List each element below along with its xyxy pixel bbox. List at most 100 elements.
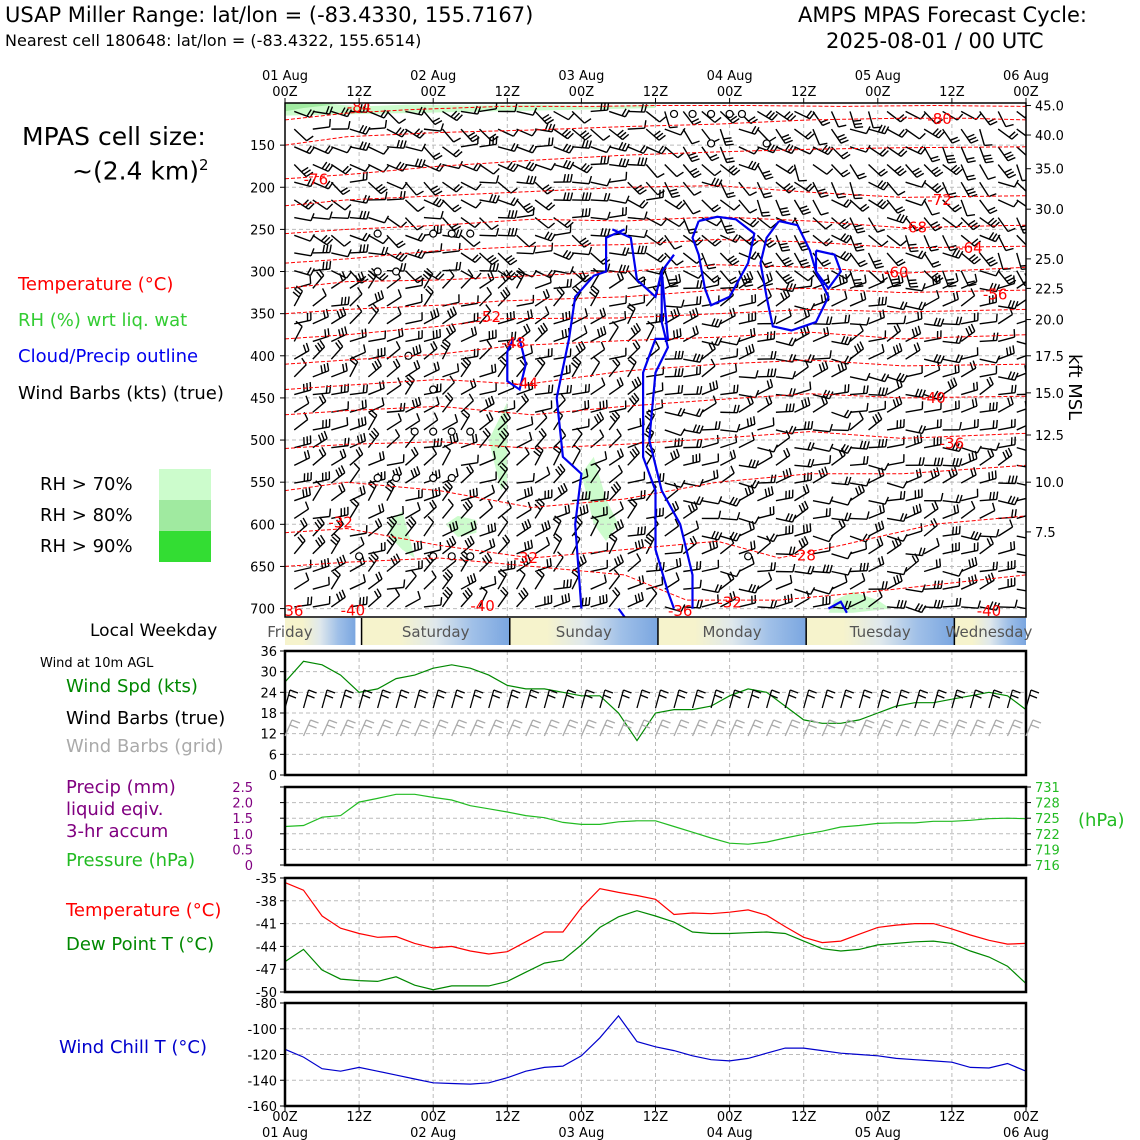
barb-flag bbox=[745, 346, 749, 355]
wind-barb bbox=[664, 234, 683, 250]
barb-flag bbox=[749, 417, 753, 426]
barb-flag bbox=[1032, 311, 1033, 319]
wind-barb bbox=[460, 356, 472, 378]
wind-barb bbox=[868, 180, 890, 191]
wind-barb bbox=[923, 330, 942, 343]
wind-barb bbox=[960, 199, 976, 217]
barb-flag bbox=[1014, 372, 1019, 381]
barb-staff bbox=[868, 303, 886, 307]
wind-barb bbox=[997, 164, 1017, 179]
barb-staff bbox=[654, 689, 662, 709]
temperature-label: -56 bbox=[983, 285, 1008, 303]
barb-flag bbox=[357, 273, 362, 282]
barb-staff bbox=[349, 532, 367, 537]
wind-barb bbox=[479, 500, 494, 519]
barb-flag bbox=[641, 575, 645, 584]
wind-barb bbox=[497, 446, 511, 466]
barb-flag bbox=[306, 267, 312, 275]
barb-flag bbox=[614, 356, 621, 365]
barb-flag bbox=[729, 592, 734, 601]
wind-barb bbox=[794, 420, 814, 431]
barb-staff bbox=[849, 569, 868, 573]
barb-staff bbox=[349, 492, 366, 502]
barb-flag bbox=[403, 402, 406, 411]
barb-flag bbox=[791, 426, 797, 435]
barb-flag bbox=[482, 430, 489, 438]
barb-flag bbox=[1027, 601, 1030, 608]
wind-barb bbox=[701, 510, 722, 520]
barb-flag bbox=[988, 193, 997, 198]
wind-barb bbox=[497, 380, 515, 396]
barb-flag bbox=[727, 573, 732, 582]
wind-barb bbox=[886, 573, 903, 590]
barb-flag bbox=[1022, 179, 1026, 182]
barb-flag bbox=[899, 170, 907, 177]
surface-wind-barb bbox=[451, 689, 465, 709]
wind-barb bbox=[961, 530, 982, 541]
barb-flag bbox=[530, 539, 534, 548]
wind-barb bbox=[534, 348, 553, 360]
surface-wind-barb bbox=[654, 689, 669, 709]
wind-barb bbox=[738, 416, 756, 431]
barb-flag bbox=[308, 689, 317, 694]
barb-flag bbox=[866, 385, 869, 394]
barb-flag bbox=[747, 486, 752, 495]
barb-flag bbox=[321, 446, 327, 455]
wind-barb bbox=[442, 146, 463, 158]
barb-flag bbox=[1028, 364, 1029, 372]
barb-staff bbox=[886, 570, 904, 576]
wind-barb bbox=[664, 328, 682, 343]
barb-flag bbox=[746, 418, 750, 427]
barb-flag bbox=[1033, 585, 1036, 592]
barb-staff bbox=[886, 443, 904, 449]
barb-staff bbox=[979, 199, 991, 214]
barb-flag bbox=[547, 384, 550, 394]
barb-flag bbox=[780, 210, 790, 214]
barb-flag bbox=[541, 410, 548, 419]
calm-wind-circle bbox=[706, 139, 716, 148]
wind-barb bbox=[904, 270, 919, 288]
wind-barb bbox=[553, 278, 573, 290]
barb-flag bbox=[843, 409, 850, 418]
barb-flag bbox=[319, 339, 326, 348]
barb-flag bbox=[656, 237, 664, 244]
barb-flag bbox=[546, 466, 551, 475]
barb-flag bbox=[462, 359, 470, 367]
wind-barb bbox=[923, 467, 940, 484]
barb-flag bbox=[623, 724, 632, 729]
barb-flag bbox=[633, 392, 640, 400]
barb-flag bbox=[413, 467, 418, 476]
barb-flag bbox=[413, 542, 416, 551]
barb-flag bbox=[417, 249, 423, 258]
barb-flag bbox=[967, 177, 976, 181]
barb-flag bbox=[952, 292, 956, 301]
barb-flag bbox=[933, 169, 941, 175]
barb-flag bbox=[453, 137, 461, 143]
barb-staff bbox=[794, 285, 812, 290]
barb-flag bbox=[676, 329, 679, 338]
wind-barb bbox=[645, 110, 667, 123]
barb-flag bbox=[309, 146, 316, 154]
barb-flag bbox=[621, 247, 627, 256]
barb-flag bbox=[856, 343, 862, 352]
wind-barb bbox=[886, 512, 908, 522]
barb-flag bbox=[773, 474, 777, 483]
barb-flag bbox=[399, 403, 403, 412]
barb-staff bbox=[960, 146, 969, 163]
barb-flag bbox=[988, 472, 991, 481]
barb-flag bbox=[629, 356, 637, 363]
barb-staff bbox=[691, 719, 701, 737]
barb-flag bbox=[485, 414, 491, 422]
barb-flag bbox=[958, 335, 963, 344]
barb-flag bbox=[712, 395, 717, 404]
barb-flag bbox=[416, 359, 421, 368]
calm-wind-circle bbox=[725, 109, 734, 119]
wind-barb bbox=[571, 444, 581, 466]
barb-flag bbox=[810, 459, 815, 468]
barb-flag bbox=[451, 535, 457, 544]
barb-staff bbox=[608, 508, 624, 519]
barb-flag bbox=[751, 459, 756, 468]
wind-barb bbox=[312, 516, 325, 537]
barb-flag bbox=[699, 354, 704, 363]
wind-barb bbox=[942, 494, 963, 504]
